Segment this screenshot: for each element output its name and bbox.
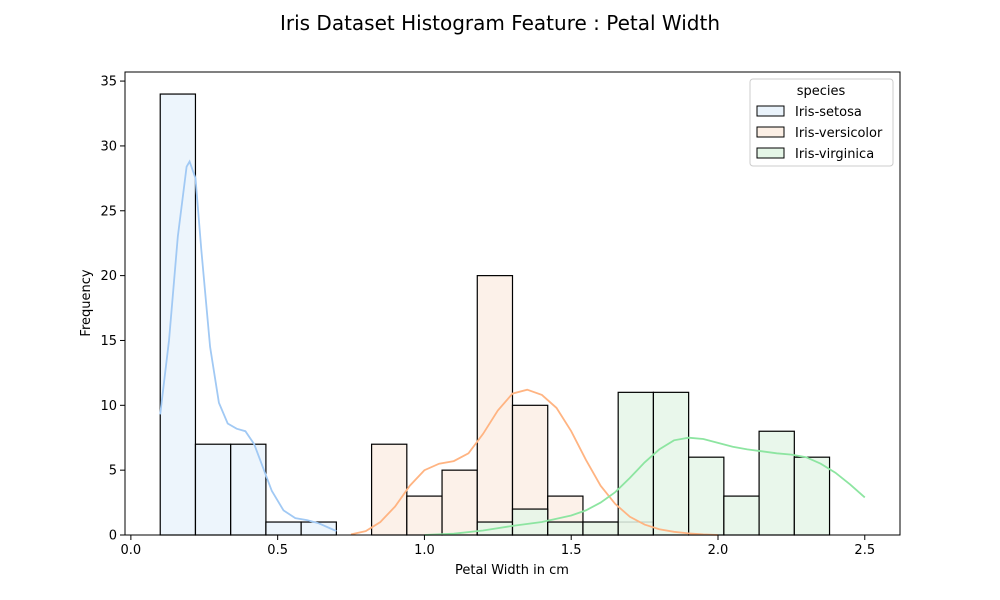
kde-line-iris-versicolor bbox=[350, 388, 719, 536]
x-tick-label: 0.5 bbox=[267, 543, 288, 558]
kde-layer bbox=[159, 159, 866, 536]
legend-swatch-iris-setosa bbox=[756, 105, 785, 117]
kde-line-iris-setosa bbox=[159, 159, 337, 532]
plot-area bbox=[124, 71, 901, 536]
chart-title: Iris Dataset Histogram Feature : Petal W… bbox=[280, 11, 720, 35]
plot-frame bbox=[124, 71, 901, 536]
bar-iris-virginica bbox=[723, 495, 760, 536]
bar-iris-virginica bbox=[617, 391, 655, 536]
y-tick-label: 20 bbox=[100, 269, 117, 284]
legend-label-iris-virginica: Iris-virginica bbox=[795, 147, 874, 162]
bar-iris-versicolor bbox=[441, 469, 478, 536]
y-tick-label: 0 bbox=[109, 529, 117, 544]
y-tick-label: 35 bbox=[100, 75, 117, 90]
bar-iris-setosa bbox=[194, 443, 232, 536]
bar-iris-virginica bbox=[652, 391, 690, 536]
legend: species Iris-setosa Iris-versicolor Iris-v… bbox=[749, 78, 894, 167]
bar-iris-virginica bbox=[582, 521, 619, 536]
y-tick-label: 25 bbox=[100, 204, 117, 219]
x-tick-label: 1.5 bbox=[561, 543, 582, 558]
legend-box bbox=[749, 78, 894, 167]
x-tick-label: 2.5 bbox=[854, 543, 875, 558]
y-axis-label: Frequency bbox=[79, 269, 94, 336]
x-axis-label: Petal Width in cm bbox=[455, 563, 569, 578]
x-tick-label: 2.0 bbox=[708, 543, 729, 558]
bar-iris-virginica bbox=[793, 456, 831, 536]
bar-iris-setosa bbox=[230, 443, 267, 536]
legend-swatch-iris-virginica bbox=[756, 147, 785, 159]
legend-swatch-iris-versicolor bbox=[756, 126, 785, 138]
legend-title: species bbox=[797, 84, 846, 99]
x-tick-label: 0.0 bbox=[121, 543, 142, 558]
bar-iris-versicolor bbox=[406, 495, 443, 536]
bars-layer bbox=[159, 93, 831, 536]
bar-iris-virginica bbox=[758, 430, 795, 536]
legend-label-iris-versicolor: Iris-versicolor bbox=[795, 126, 883, 141]
x-tick-label: 1.0 bbox=[414, 543, 435, 558]
bar-iris-setosa bbox=[159, 93, 197, 536]
bar-iris-setosa bbox=[265, 521, 302, 536]
bar-iris-versicolor bbox=[370, 443, 408, 536]
kde-line-iris-virginica bbox=[424, 436, 866, 536]
y-tick-label: 15 bbox=[100, 334, 117, 349]
bar-iris-versicolor bbox=[476, 275, 514, 536]
y-tick-label: 30 bbox=[100, 139, 117, 154]
y-tick-label: 5 bbox=[109, 464, 117, 479]
legend-label-iris-setosa: Iris-setosa bbox=[795, 105, 862, 120]
y-axis: 0 5 10 15 20 25 30 35 bbox=[100, 75, 125, 544]
x-axis: 0.0 0.5 1.0 1.5 2.0 2.5 bbox=[121, 535, 875, 558]
bar-iris-virginica bbox=[547, 521, 584, 536]
bar-iris-virginica bbox=[688, 456, 725, 536]
y-tick-label: 10 bbox=[100, 399, 117, 414]
